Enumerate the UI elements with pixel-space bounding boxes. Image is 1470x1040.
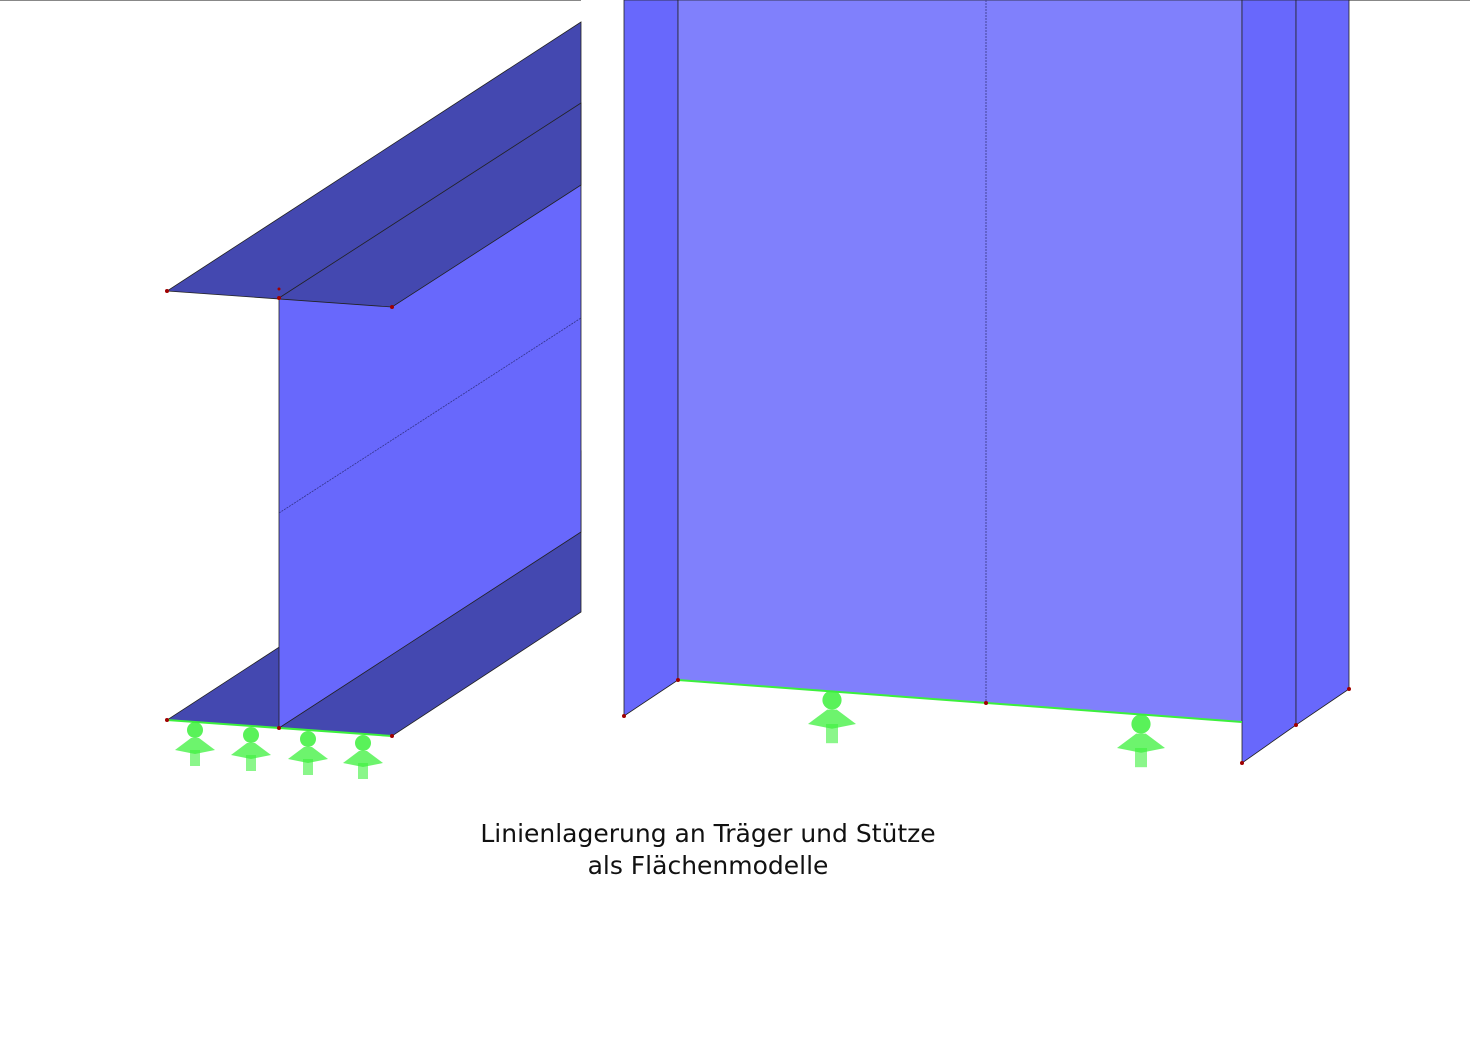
figure-caption: Linienlagerung an Träger und Stütze als … bbox=[0, 818, 1416, 882]
line-support-icon[interactable] bbox=[808, 690, 856, 744]
beam-flange-web-edge bbox=[278, 102, 582, 299]
column-line-support bbox=[677, 679, 1243, 723]
column-model[interactable] bbox=[622, 0, 1351, 765]
column-nodes bbox=[622, 678, 1351, 765]
line-support-icon[interactable] bbox=[343, 735, 383, 779]
line-support-icon[interactable] bbox=[1117, 714, 1165, 768]
beam-nodes bbox=[165, 287, 394, 738]
column-right-flange-back[interactable] bbox=[1295, 0, 1350, 726]
column-right-flange-front[interactable] bbox=[1241, 0, 1297, 764]
column-web[interactable] bbox=[677, 0, 1243, 723]
line-support-icon[interactable] bbox=[288, 731, 328, 775]
caption-line-1: Linienlagerung an Träger und Stütze bbox=[480, 819, 936, 848]
line-support-icon[interactable] bbox=[175, 722, 215, 766]
line-support-icon[interactable] bbox=[231, 727, 271, 771]
column-left-flange[interactable] bbox=[623, 0, 679, 717]
line-supports bbox=[175, 690, 1165, 779]
caption-line-2: als Flächenmodelle bbox=[587, 851, 829, 880]
beam-model[interactable] bbox=[165, 21, 582, 738]
beam-top-flange[interactable] bbox=[165, 21, 582, 308]
